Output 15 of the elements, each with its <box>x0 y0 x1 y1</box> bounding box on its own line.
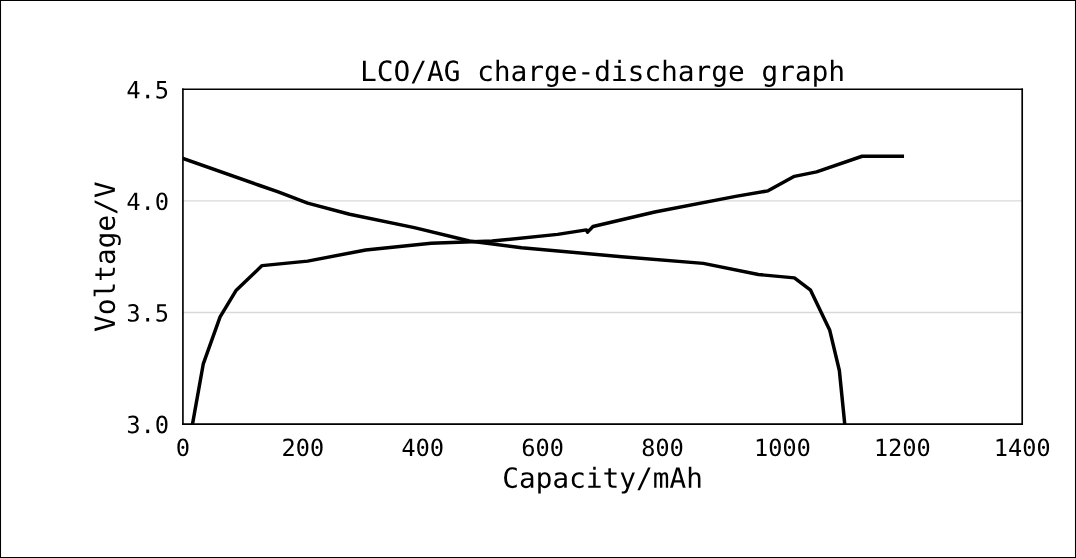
y-tick-label: 4.0 <box>127 192 168 211</box>
x-tick-label: 0 <box>177 438 189 457</box>
x-tick-label: 1000 <box>756 438 810 457</box>
x-tick-label: 400 <box>402 438 443 457</box>
y-tick-label: 3.0 <box>127 415 168 434</box>
x-tick-label: 200 <box>283 438 323 457</box>
y-axis-title: Voltage/V <box>93 182 121 332</box>
x-tick-label: 1200 <box>876 438 930 457</box>
x-tick-label: 800 <box>642 438 683 457</box>
chart-title: LCO/AG charge-discharge graph <box>362 59 843 87</box>
y-tick-label: 3.5 <box>127 303 168 322</box>
x-tick-label: 1400 <box>996 438 1050 457</box>
x-tick-label: 600 <box>522 438 563 457</box>
y-tick-label: 4.5 <box>127 81 168 99</box>
x-axis-title: Capacity/mAh <box>504 466 701 494</box>
